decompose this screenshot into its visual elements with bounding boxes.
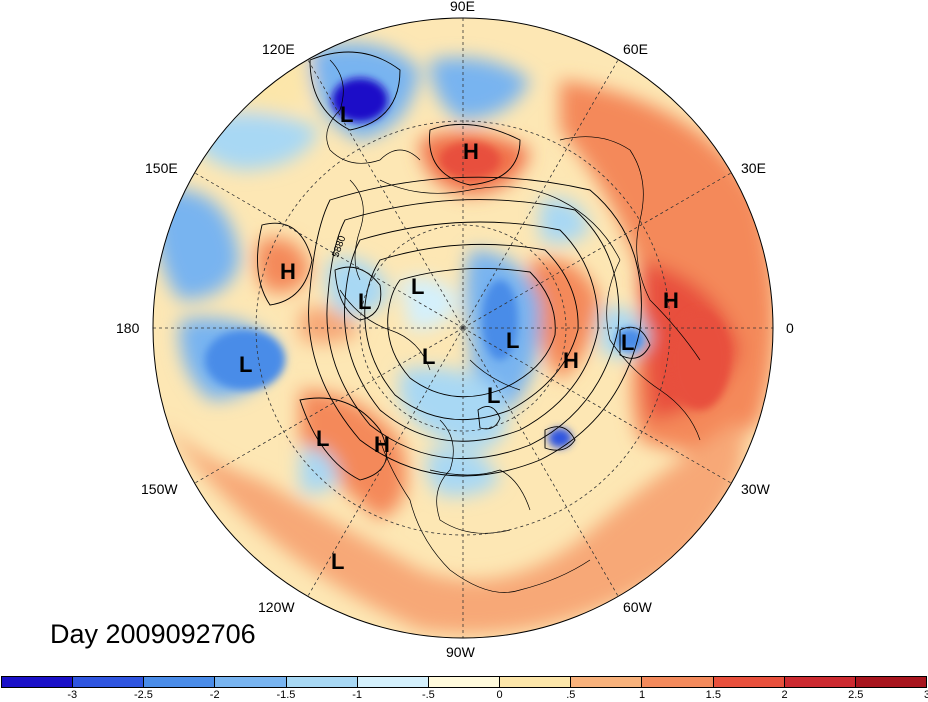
colorbar-tick-label: 2.5 — [848, 689, 864, 701]
lon-label-0: 0 — [786, 320, 794, 336]
colorbar-cell — [855, 677, 927, 687]
lon-label-90e: 90E — [450, 0, 475, 14]
pressure-center-labels: L H H L L L L H L H L L L H L — [239, 102, 679, 574]
day-title: Day 2009092706 — [50, 619, 256, 649]
lon-label-150w: 150W — [141, 481, 178, 497]
lon-label-150e: 150E — [145, 160, 178, 176]
lon-label-60w: 60W — [623, 599, 652, 615]
colorbar-cell — [357, 677, 429, 687]
pressure-center-label: L — [239, 352, 252, 377]
colorbar — [1, 676, 927, 688]
colorbar-cell — [2, 677, 74, 687]
colorbar-tick-label: 0 — [496, 689, 503, 701]
colorbar-tick-label: 1 — [639, 689, 646, 701]
colorbar-tick-label: .5 — [566, 689, 576, 701]
pressure-center-label: H — [663, 288, 679, 313]
colorbar-tick-label: -3 — [67, 689, 78, 701]
pressure-center-label: L — [487, 383, 500, 408]
pressure-center-label: L — [621, 330, 634, 355]
lon-label-30w: 30W — [741, 481, 770, 497]
colorbar-tick-label: 3 — [923, 689, 928, 701]
coastlines — [326, 59, 701, 593]
colorbar-cell — [73, 677, 145, 687]
pressure-center-label: L — [340, 102, 353, 127]
colorbar-cell — [500, 677, 572, 687]
pressure-center-label: H — [374, 432, 390, 457]
anomaly-shading — [153, 18, 773, 638]
pressure-center-label: L — [411, 274, 424, 299]
colorbar-cell — [215, 677, 287, 687]
graticule — [153, 18, 773, 638]
pressure-center-label: L — [316, 426, 329, 451]
pressure-center-label: L — [331, 549, 344, 574]
colorbar-tick-label: 1.5 — [705, 689, 721, 701]
lon-label-30e: 30E — [741, 160, 766, 176]
lon-label-120w: 120W — [258, 599, 295, 615]
lon-label-180: 180 — [116, 320, 140, 336]
colorbar-cell — [784, 677, 856, 687]
colorbar-cell — [286, 677, 358, 687]
colorbar-tick-label: -.5 — [421, 689, 435, 701]
pressure-center-label: H — [280, 259, 296, 284]
lon-label-90w: 90W — [446, 644, 475, 660]
pressure-center-label: L — [422, 344, 435, 369]
colorbar-tick-label: -2.5 — [133, 689, 153, 701]
pressure-center-label: H — [563, 348, 579, 373]
colorbar-cell — [713, 677, 785, 687]
colorbar-cell — [144, 677, 216, 687]
colorbar-cell — [642, 677, 714, 687]
colorbar-cell — [571, 677, 643, 687]
colorbar-tick-label: 2 — [781, 689, 788, 701]
map-boundary — [152, 17, 774, 639]
colorbar-tick-label: -1.5 — [276, 689, 296, 701]
pressure-center-label: H — [463, 139, 479, 164]
lon-label-60e: 60E — [623, 41, 648, 57]
colorbar-tick-label: -1 — [352, 689, 363, 701]
pressure-center-label: L — [506, 328, 519, 353]
polar-map: 5880 L H H L L L L H L H L L L H L — [152, 17, 774, 639]
pressure-center-label: L — [358, 289, 371, 314]
lon-label-120e: 120E — [262, 41, 295, 57]
colorbar-tick-label: -2 — [209, 689, 220, 701]
colorbar-cell — [428, 677, 501, 687]
